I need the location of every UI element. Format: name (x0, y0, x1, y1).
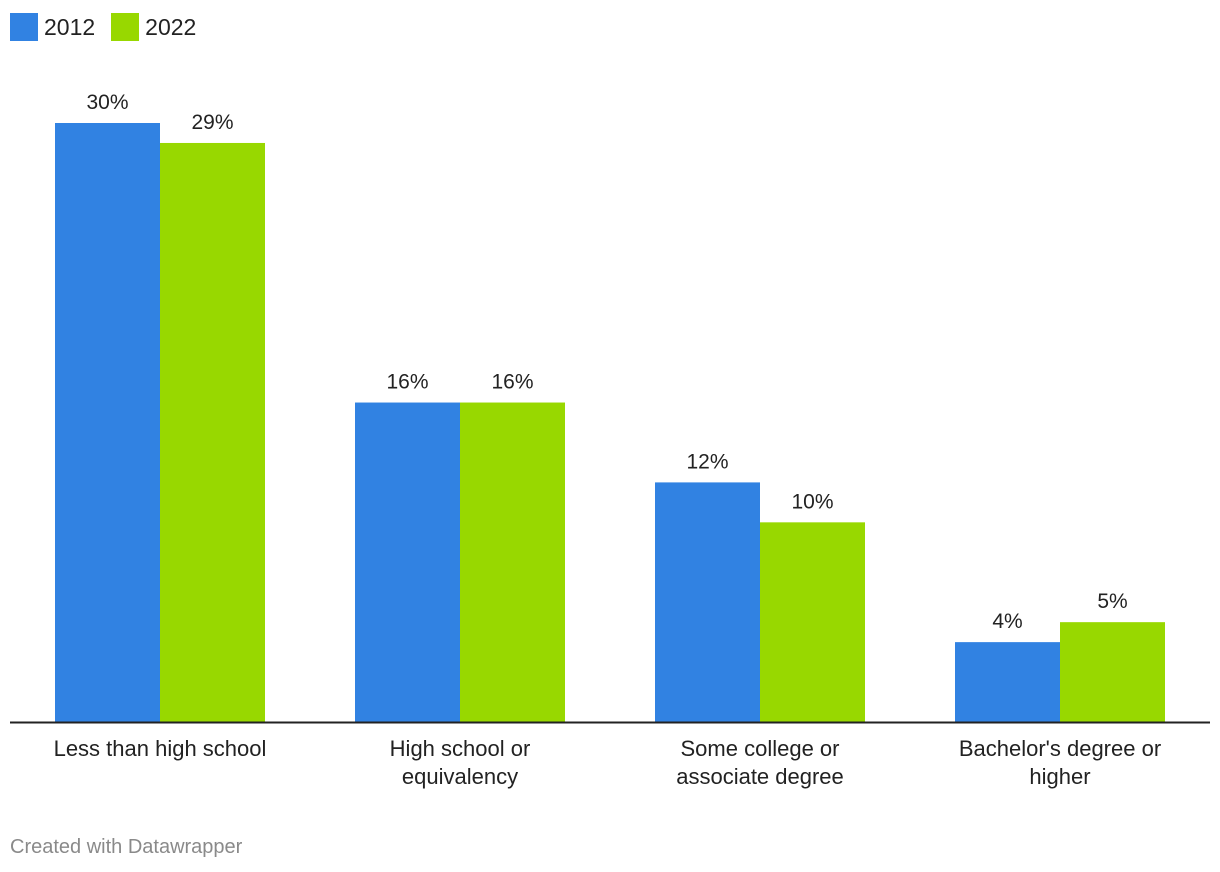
data-label: 29% (191, 111, 233, 134)
bar-2012-1 (355, 402, 460, 722)
category-label: Some college or (681, 736, 840, 761)
bar-2012-0 (55, 123, 160, 722)
data-label: 4% (992, 610, 1022, 633)
data-label: 10% (791, 490, 833, 513)
bar-2022-2 (760, 522, 865, 722)
legend-swatch (10, 13, 38, 41)
footer-credit: Created with Datawrapper (10, 836, 243, 858)
legend-item-2022: 2022 (111, 13, 196, 41)
category-label: High school or (390, 736, 531, 761)
bar-2012-3 (955, 642, 1060, 722)
category-label: Bachelor's degree or (959, 736, 1161, 761)
bar-2022-3 (1060, 622, 1165, 722)
legend-label: 2022 (145, 13, 197, 40)
bar-2022-1 (460, 402, 565, 722)
legend-swatch (111, 13, 140, 41)
data-label: 12% (686, 450, 728, 473)
bar-2012-2 (655, 482, 760, 722)
category-label: associate degree (676, 764, 844, 789)
data-label: 5% (1097, 590, 1127, 613)
category-label: higher (1029, 764, 1090, 789)
bar-chart: 30% 29% Less than high school 16% 16% High sc… (10, 91, 1210, 789)
data-label: 30% (86, 91, 128, 114)
legend: 2012 2022 (10, 13, 212, 41)
category-label: equivalency (402, 764, 518, 789)
data-label: 16% (491, 371, 533, 394)
category-label: Less than high school (54, 736, 267, 761)
data-label: 16% (386, 371, 428, 394)
bar-2022-0 (160, 142, 265, 722)
legend-label: 2012 (44, 13, 96, 40)
legend-item-2012: 2012 (10, 13, 95, 41)
